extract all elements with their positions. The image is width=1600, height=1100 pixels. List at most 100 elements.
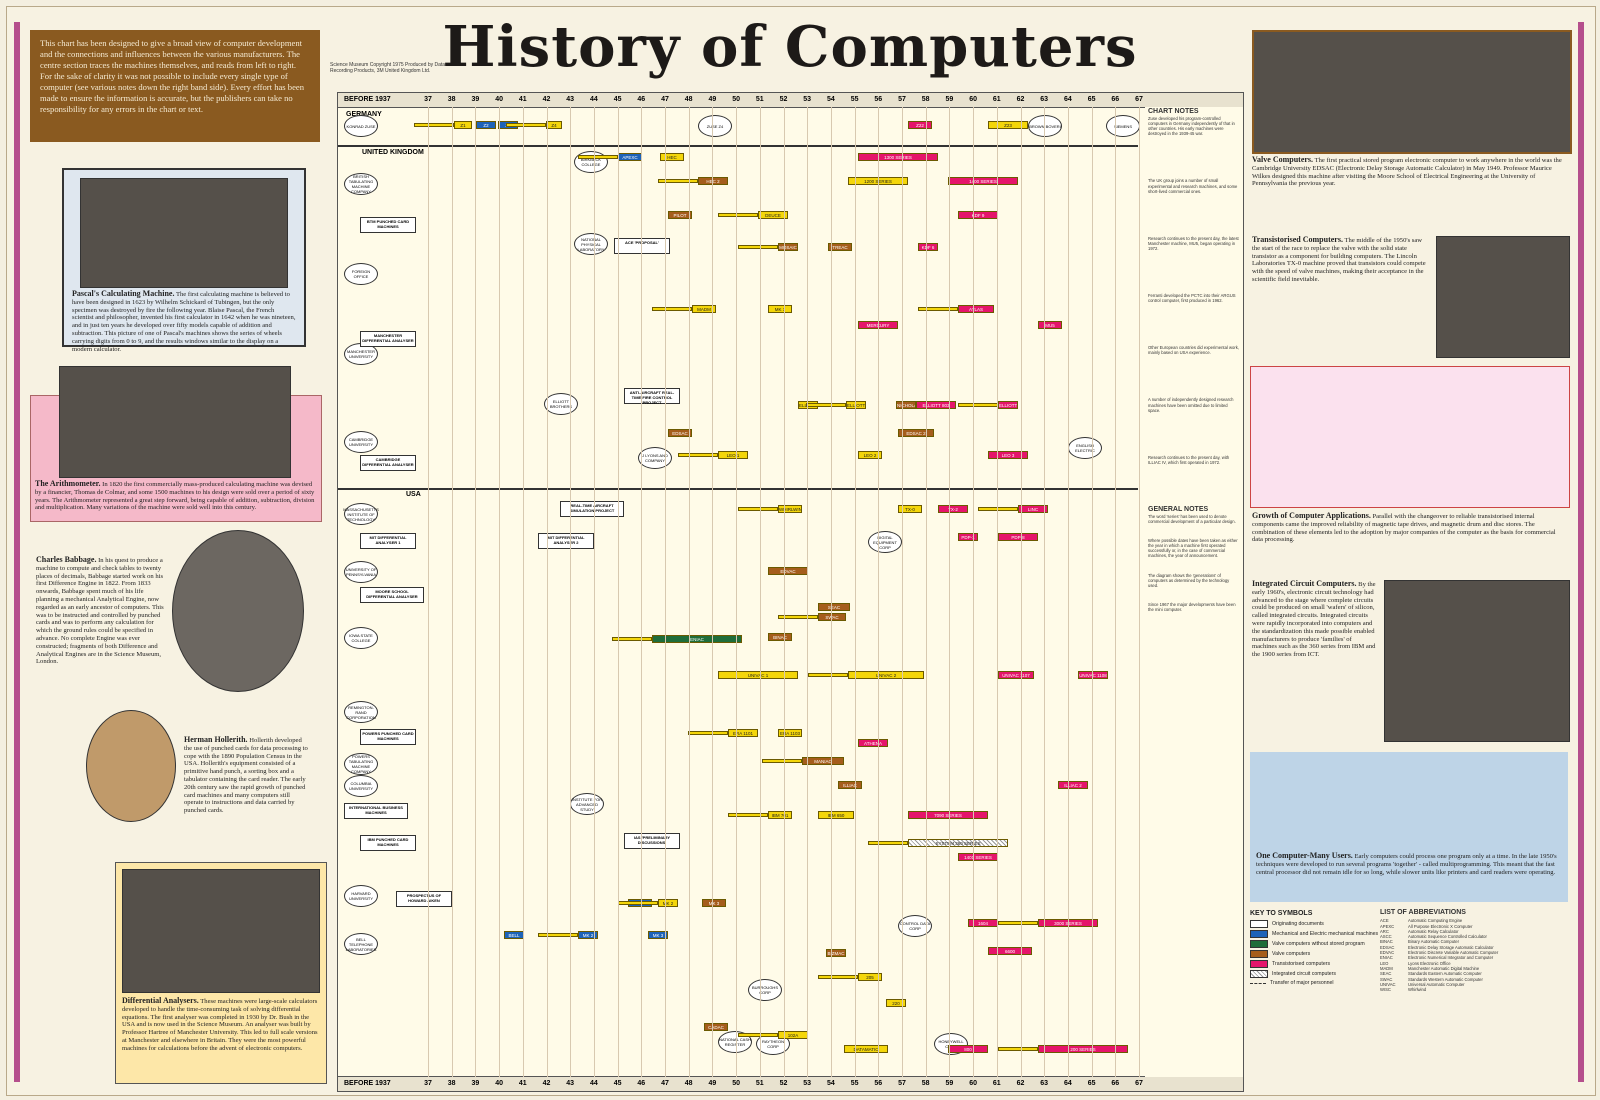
year-label: 50 — [732, 1080, 740, 1087]
year-gridline — [996, 107, 998, 1077]
key-row: Transfer of major personnel — [1250, 980, 1380, 986]
abbr-meaning: Automatic Sequence Controlled Calculator — [1408, 934, 1487, 940]
lineage-line — [978, 507, 1018, 511]
lineage-line — [612, 637, 652, 641]
diff-card: Differential Analysers. These machines w… — [115, 862, 327, 1084]
org-node: J LYONS AND COMPANY — [638, 447, 672, 469]
ic-body: By the early 1960's, electronic circuit … — [1252, 581, 1376, 659]
machine-bar: 200 SERIES — [1038, 1045, 1128, 1053]
machine-bar: DATAMATIC — [844, 1045, 888, 1053]
trans-text: Transistorised Computers. The middle of … — [1252, 236, 1428, 284]
abbr-code: BINAC — [1380, 939, 1393, 945]
chart-note: The UK group joins a number of small exp… — [1148, 178, 1238, 194]
year-gridline — [949, 107, 951, 1077]
lineage-line — [738, 245, 778, 249]
machine-bar: UNIVAC 2 — [848, 671, 924, 679]
year-label: 44 — [589, 96, 598, 103]
key-swatch — [1250, 960, 1268, 968]
key-label: Transfer of major personnel — [1270, 980, 1334, 986]
project-box: MIT DIFFERENTIAL ANALYSER 1 — [360, 533, 416, 549]
abbr-code: SWAC — [1380, 976, 1393, 982]
key-title: KEY TO SYMBOLS — [1250, 910, 1313, 917]
general-notes-title: GENERAL NOTES — [1148, 505, 1209, 513]
machine-bar: ERA 1101 — [728, 729, 758, 737]
key-swatch — [1250, 982, 1266, 984]
year-label: 61 — [992, 1080, 1001, 1087]
project-box: MIT DIFFERENTIAL ANALYSER 2 — [538, 533, 594, 549]
year-gridline — [499, 107, 501, 1077]
year-label: 67 — [1135, 96, 1143, 103]
key-list: Originating documents Mechanical and Elec… — [1250, 920, 1380, 986]
machine-bar: ELLIOTT 803 — [916, 401, 956, 409]
machine-bar: LEO 1 — [718, 451, 748, 459]
year-label: 55 — [850, 1080, 859, 1087]
year-label: 41 — [518, 96, 527, 103]
org-node: REMINGTON-RAND CORPORATION — [344, 701, 378, 723]
machine-bar: UNIVAC 1107 — [998, 671, 1034, 679]
year-label: 65 — [1087, 1080, 1096, 1087]
year-label: 49 — [708, 96, 717, 103]
machine-bar: ILLIAC 2 — [1058, 781, 1088, 789]
year-label: 47 — [661, 1080, 669, 1087]
org-node: BELL TELEPHONE LABORATORIES — [344, 933, 378, 955]
abbr-code: EDSAC — [1380, 944, 1395, 950]
valve-text: Valve Computers. The first practical sto… — [1252, 156, 1568, 188]
machine-bar: TX-2 — [938, 505, 968, 513]
abbr-row: APEXC All Purpose Electronic X Computer — [1380, 924, 1570, 929]
chart-note: Where possible dates have been taken as … — [1148, 538, 1238, 559]
babbage-title: Charles Babbage. — [36, 555, 97, 564]
year-label: 43 — [566, 96, 575, 103]
year-gridline — [1067, 107, 1069, 1077]
year-label: 43 — [566, 1080, 575, 1087]
year-label: 44 — [589, 1080, 598, 1087]
abbr-code: SEAC — [1380, 971, 1392, 977]
machine-bar: 220 — [886, 999, 906, 1007]
year-gridline — [451, 107, 453, 1077]
machine-bar: KDF 6 — [918, 243, 938, 251]
year-gridline — [1044, 107, 1046, 1077]
org-node: CAMBRIDGE UNIVERSITY — [344, 431, 378, 453]
lineage-line — [578, 155, 618, 159]
key-row: Valve computers without stored program — [1250, 940, 1380, 948]
project-box: IBM PUNCHED CARD MACHINES — [360, 835, 416, 851]
growth-title: Growth of Computer Applications. — [1252, 511, 1371, 520]
year-label: 52 — [779, 96, 788, 103]
lineage-line — [506, 123, 546, 127]
machine-bar: TX-0 — [898, 505, 922, 513]
machine-bar: MK 3 — [648, 931, 668, 939]
key-row: Mechanical and Electric mechanical machi… — [1250, 930, 1380, 938]
abbr-meaning: Automatic Computing Engine — [1408, 918, 1463, 924]
lineage-line — [658, 179, 698, 183]
abbreviations: LIST OF ABBREVIATIONS ACE Automatic Compu… — [1380, 909, 1570, 992]
year-label: 65 — [1087, 96, 1096, 103]
diff-title: Differential Analysers. — [122, 996, 199, 1005]
abbr-row: ACE Automatic Computing Engine — [1380, 918, 1570, 923]
babbage-portrait — [172, 530, 304, 692]
year-label: 57 — [898, 1080, 906, 1087]
year-label: 45 — [613, 96, 622, 103]
machine-bar: TREAC — [828, 243, 852, 251]
lineage-line — [918, 307, 958, 311]
key-swatch — [1250, 950, 1268, 958]
year-label: 51 — [755, 96, 764, 103]
year-gridline — [973, 107, 975, 1077]
multi-title: One Computer-Many Users. — [1256, 851, 1353, 860]
org-node: ELLIOTT BROTHERS — [544, 393, 578, 415]
machine-bar: EDSAC — [668, 429, 692, 437]
chart-note: Other European countries did experimenta… — [1148, 345, 1240, 356]
lineage-line — [868, 841, 908, 845]
abbr-meaning: Standards Western Automatic Computer — [1408, 976, 1483, 982]
org-node: CONTROL DATA CORP — [898, 915, 932, 937]
symbol-key: KEY TO SYMBOLS Originating documents Mech… — [1250, 910, 1380, 988]
abbr-row: WISC Whirlwind — [1380, 987, 1570, 992]
growth-text: Growth of Computer Applications. Paralle… — [1252, 512, 1568, 544]
year-gridline — [522, 107, 524, 1077]
machine-bar: 1200 SERIES — [848, 177, 908, 185]
lineage-line — [778, 615, 818, 619]
lineage-line — [806, 403, 846, 407]
growth-body: Parallel with the changeover to reliable… — [1252, 513, 1556, 544]
machine-bar: ELLIOTT 153 — [846, 401, 866, 409]
key-row: Originating documents — [1250, 920, 1380, 928]
key-row: Valve computers — [1250, 950, 1380, 958]
year-gridline — [1115, 107, 1117, 1077]
